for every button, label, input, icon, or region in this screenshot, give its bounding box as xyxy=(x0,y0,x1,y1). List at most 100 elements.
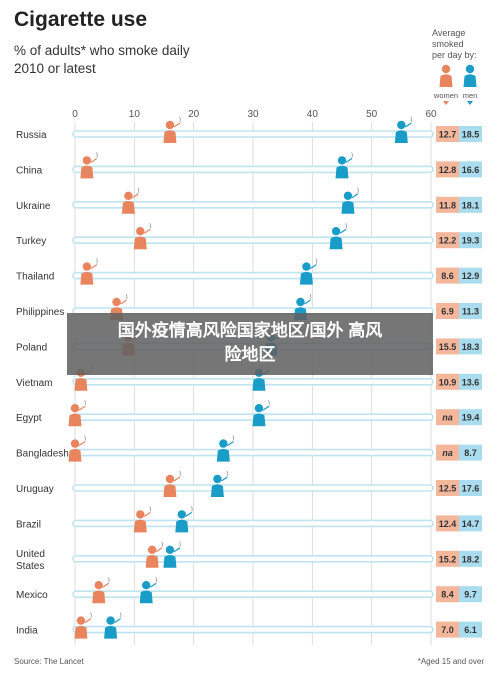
country-label: Mexico xyxy=(16,590,48,601)
smoke-icon xyxy=(190,506,193,512)
smoker-head xyxy=(70,439,80,448)
smoker-body xyxy=(329,236,343,250)
men-perday-cell xyxy=(459,621,482,638)
men-perday-value: 19.4 xyxy=(462,413,480,423)
smoker-body xyxy=(133,236,147,250)
cigarette-icon xyxy=(155,547,163,553)
cigarette-icon xyxy=(84,618,92,624)
women-perday-value: 10.9 xyxy=(439,377,457,387)
cigarette-icon xyxy=(304,299,311,305)
smoke-icon xyxy=(84,399,86,406)
smoker-head xyxy=(177,510,186,519)
women-marker xyxy=(121,187,140,214)
women-marker xyxy=(145,541,163,568)
men-perday-value: 14.7 xyxy=(462,519,480,529)
men-marker xyxy=(210,470,229,497)
smoke-icon xyxy=(226,470,229,477)
smoker-body xyxy=(175,519,189,533)
smoker-body xyxy=(74,378,88,391)
legend-title-line-2: smoked xyxy=(432,39,464,49)
women-perday-cell xyxy=(436,550,459,567)
women-marker xyxy=(133,222,152,250)
smoker-head xyxy=(147,545,157,554)
men-marker xyxy=(104,612,122,639)
legend-title-line-1: Average xyxy=(432,28,466,38)
men-perday-cell xyxy=(459,196,482,213)
smoker-head xyxy=(112,297,121,307)
women-marker xyxy=(68,399,86,427)
cigarette-icon xyxy=(173,547,181,553)
smoker-body xyxy=(252,378,266,391)
men-perday-cell xyxy=(459,338,482,355)
men-perday-cell xyxy=(459,267,482,284)
row-track xyxy=(72,271,434,280)
smoke-icon xyxy=(119,612,122,618)
smoke-icon xyxy=(410,116,413,123)
men-perday-value: 6.1 xyxy=(464,625,477,635)
smoke-icon xyxy=(96,152,98,158)
cigarette-icon xyxy=(102,582,110,588)
women-perday-value: 8.6 xyxy=(441,271,454,281)
smoker-body xyxy=(104,625,118,639)
smoker-body xyxy=(163,484,177,497)
smoker-body xyxy=(163,130,177,143)
legend-women-icon xyxy=(439,64,453,87)
smoker-body xyxy=(145,555,159,568)
women-perday-cell xyxy=(436,161,459,178)
women-perday-cell xyxy=(436,515,459,532)
smoker-head xyxy=(82,156,92,165)
men-marker xyxy=(329,222,347,250)
men-marker xyxy=(341,187,359,214)
cigarette-icon xyxy=(114,618,121,624)
women-perday-cell xyxy=(436,444,459,461)
women-perday-cell xyxy=(436,303,459,319)
men-perday-cell xyxy=(459,515,482,532)
cigarette-icon xyxy=(339,228,347,234)
smoker-head xyxy=(343,191,353,200)
smoker-head xyxy=(76,616,86,625)
row-track xyxy=(72,519,434,528)
women-perday-cell xyxy=(436,586,459,603)
smoker-body xyxy=(210,484,224,497)
smoker-head xyxy=(165,474,175,484)
men-perday-value: 19.3 xyxy=(462,236,480,246)
smoker-body xyxy=(216,448,230,462)
x-tick-label: 50 xyxy=(366,109,378,120)
smoker-head xyxy=(165,120,175,130)
smoker-body xyxy=(133,519,147,533)
men-perday-cell xyxy=(459,550,482,567)
source-note: Source: The Lancet xyxy=(14,657,84,666)
smoker-head xyxy=(331,227,341,236)
men-marker xyxy=(299,258,318,285)
men-marker xyxy=(216,435,235,462)
smoke-icon xyxy=(232,435,235,441)
women-perday-cell xyxy=(436,621,459,638)
women-perday-value: na xyxy=(442,448,453,458)
smoke-icon xyxy=(315,258,318,264)
women-perday-value: 6.9 xyxy=(441,307,454,317)
smoker-head xyxy=(82,262,92,271)
smoker-head xyxy=(465,64,475,74)
smoker-body xyxy=(341,201,355,214)
women-perday-value: 12.5 xyxy=(439,484,457,494)
smoke-icon xyxy=(90,612,92,618)
women-marker xyxy=(68,435,86,462)
subtitle-line-1: % of adults* who smoke daily xyxy=(14,43,190,58)
men-perday-cell xyxy=(459,444,482,461)
cigarette-icon xyxy=(262,405,270,411)
cigarette-icon xyxy=(132,193,139,199)
smoke-icon xyxy=(179,116,181,123)
legend-men-label: men xyxy=(463,91,478,100)
smoke-icon xyxy=(351,152,353,158)
cigarette-icon xyxy=(173,476,181,482)
x-tick-label: 60 xyxy=(425,109,437,120)
row-track xyxy=(72,484,434,492)
smoker-head xyxy=(136,510,145,519)
men-perday-cell xyxy=(459,303,482,319)
women-marker xyxy=(92,576,110,604)
watermark-line-1: 国外疫情高风险国家地区/国外 高风 xyxy=(117,321,383,340)
smoker-body xyxy=(139,590,153,604)
women-perday-value: 15.2 xyxy=(439,554,457,564)
country-label: Bangladesh xyxy=(16,449,69,460)
country-label: Brazil xyxy=(16,519,41,530)
